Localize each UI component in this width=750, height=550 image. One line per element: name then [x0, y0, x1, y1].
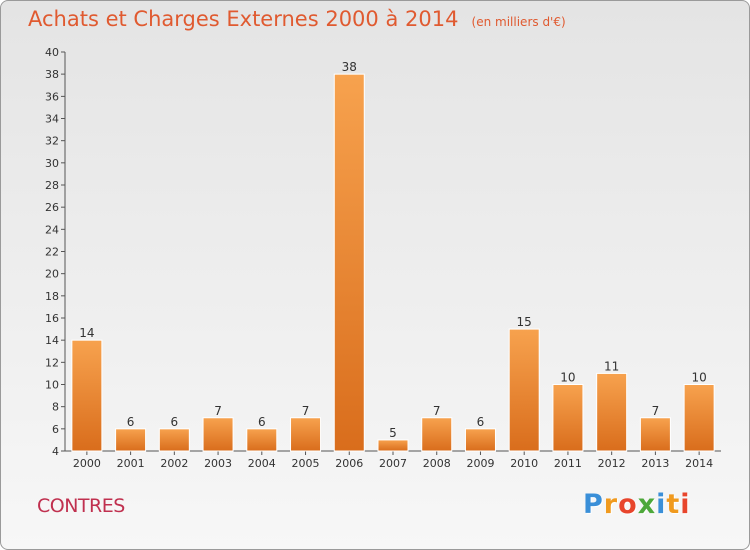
y-tick-label: 18 — [45, 290, 59, 303]
bar — [508, 328, 540, 452]
commune-name: CONTRES — [37, 495, 125, 517]
logo-letter: i — [680, 489, 691, 520]
x-tick-label: 2001 — [117, 457, 145, 470]
y-tick-label: 34 — [45, 113, 59, 126]
y-tick-label: 4 — [52, 445, 59, 458]
bar-value-label: 10 — [560, 371, 575, 385]
bar-value-label: 7 — [214, 404, 222, 418]
bar-value-label: 6 — [127, 415, 135, 429]
x-tick-label: 2003 — [204, 457, 232, 470]
bar-value-label: 7 — [652, 404, 660, 418]
proxiti-logo: Proxiti — [583, 489, 691, 520]
y-tick-label: 26 — [45, 201, 59, 214]
y-tick-label: 14 — [45, 334, 59, 347]
x-tick-label: 2014 — [685, 457, 713, 470]
bar — [639, 417, 671, 452]
logo-letter: t — [666, 489, 681, 520]
y-tick-label: 28 — [45, 179, 59, 192]
logo-letter: i — [656, 489, 667, 520]
y-tick-label: 38 — [45, 68, 59, 81]
bar-value-label: 38 — [342, 60, 357, 74]
logo-letter: r — [603, 489, 619, 520]
x-tick-label: 2008 — [423, 457, 451, 470]
bar — [158, 428, 190, 452]
chart-title: Achats et Charges Externes 2000 à 2014 — [28, 7, 459, 31]
y-tick-label: 22 — [45, 246, 59, 259]
y-tick-label: 30 — [45, 157, 59, 170]
x-tick-label: 2002 — [160, 457, 188, 470]
logo-letter: P — [583, 489, 604, 520]
bar-value-label: 6 — [477, 415, 485, 429]
bar-value-label: 7 — [433, 404, 441, 418]
y-tick-label: 40 — [45, 46, 59, 59]
chart-title-block: Achats et Charges Externes 2000 à 2014 (… — [28, 7, 566, 31]
y-tick-label: 32 — [45, 135, 59, 148]
bar — [71, 339, 103, 452]
bar-value-label: 11 — [604, 359, 619, 373]
x-tick-label: 2013 — [641, 457, 669, 470]
x-tick-label: 2012 — [598, 457, 626, 470]
y-tick-label: 6 — [52, 423, 59, 436]
bar — [115, 428, 147, 452]
x-tick-label: 2007 — [379, 457, 407, 470]
bar-value-label: 6 — [171, 415, 179, 429]
bar — [202, 417, 234, 452]
x-tick-label: 2005 — [292, 457, 320, 470]
bar-value-label: 15 — [517, 315, 532, 329]
y-tick-label: 12 — [45, 356, 59, 369]
bar — [246, 428, 278, 452]
bar — [333, 73, 365, 452]
bar-value-label: 10 — [691, 371, 706, 385]
y-tick-label: 10 — [45, 379, 59, 392]
bar — [421, 417, 453, 452]
bar — [552, 384, 584, 452]
x-tick-label: 2000 — [73, 457, 101, 470]
bar — [377, 439, 409, 452]
y-tick-label: 36 — [45, 90, 59, 103]
bar-value-label: 6 — [258, 415, 266, 429]
bar — [683, 384, 715, 452]
y-tick-label: 8 — [52, 401, 59, 414]
bar — [596, 372, 628, 452]
bar-value-label: 7 — [302, 404, 310, 418]
x-tick-label: 2009 — [466, 457, 494, 470]
x-tick-label: 2010 — [510, 457, 538, 470]
x-tick-label: 2011 — [554, 457, 582, 470]
logo-letter: o — [618, 489, 638, 520]
logo-letter: x — [637, 489, 657, 520]
y-tick-label: 24 — [45, 223, 59, 236]
bar — [464, 428, 496, 452]
bar-value-label: 14 — [79, 326, 94, 340]
x-tick-label: 2006 — [335, 457, 363, 470]
bar — [290, 417, 322, 452]
x-tick-label: 2004 — [248, 457, 276, 470]
y-tick-label: 20 — [45, 268, 59, 281]
chart-unit: (en milliers d'€) — [471, 15, 566, 29]
y-tick-label: 16 — [45, 312, 59, 325]
bar-value-label: 5 — [389, 426, 397, 440]
